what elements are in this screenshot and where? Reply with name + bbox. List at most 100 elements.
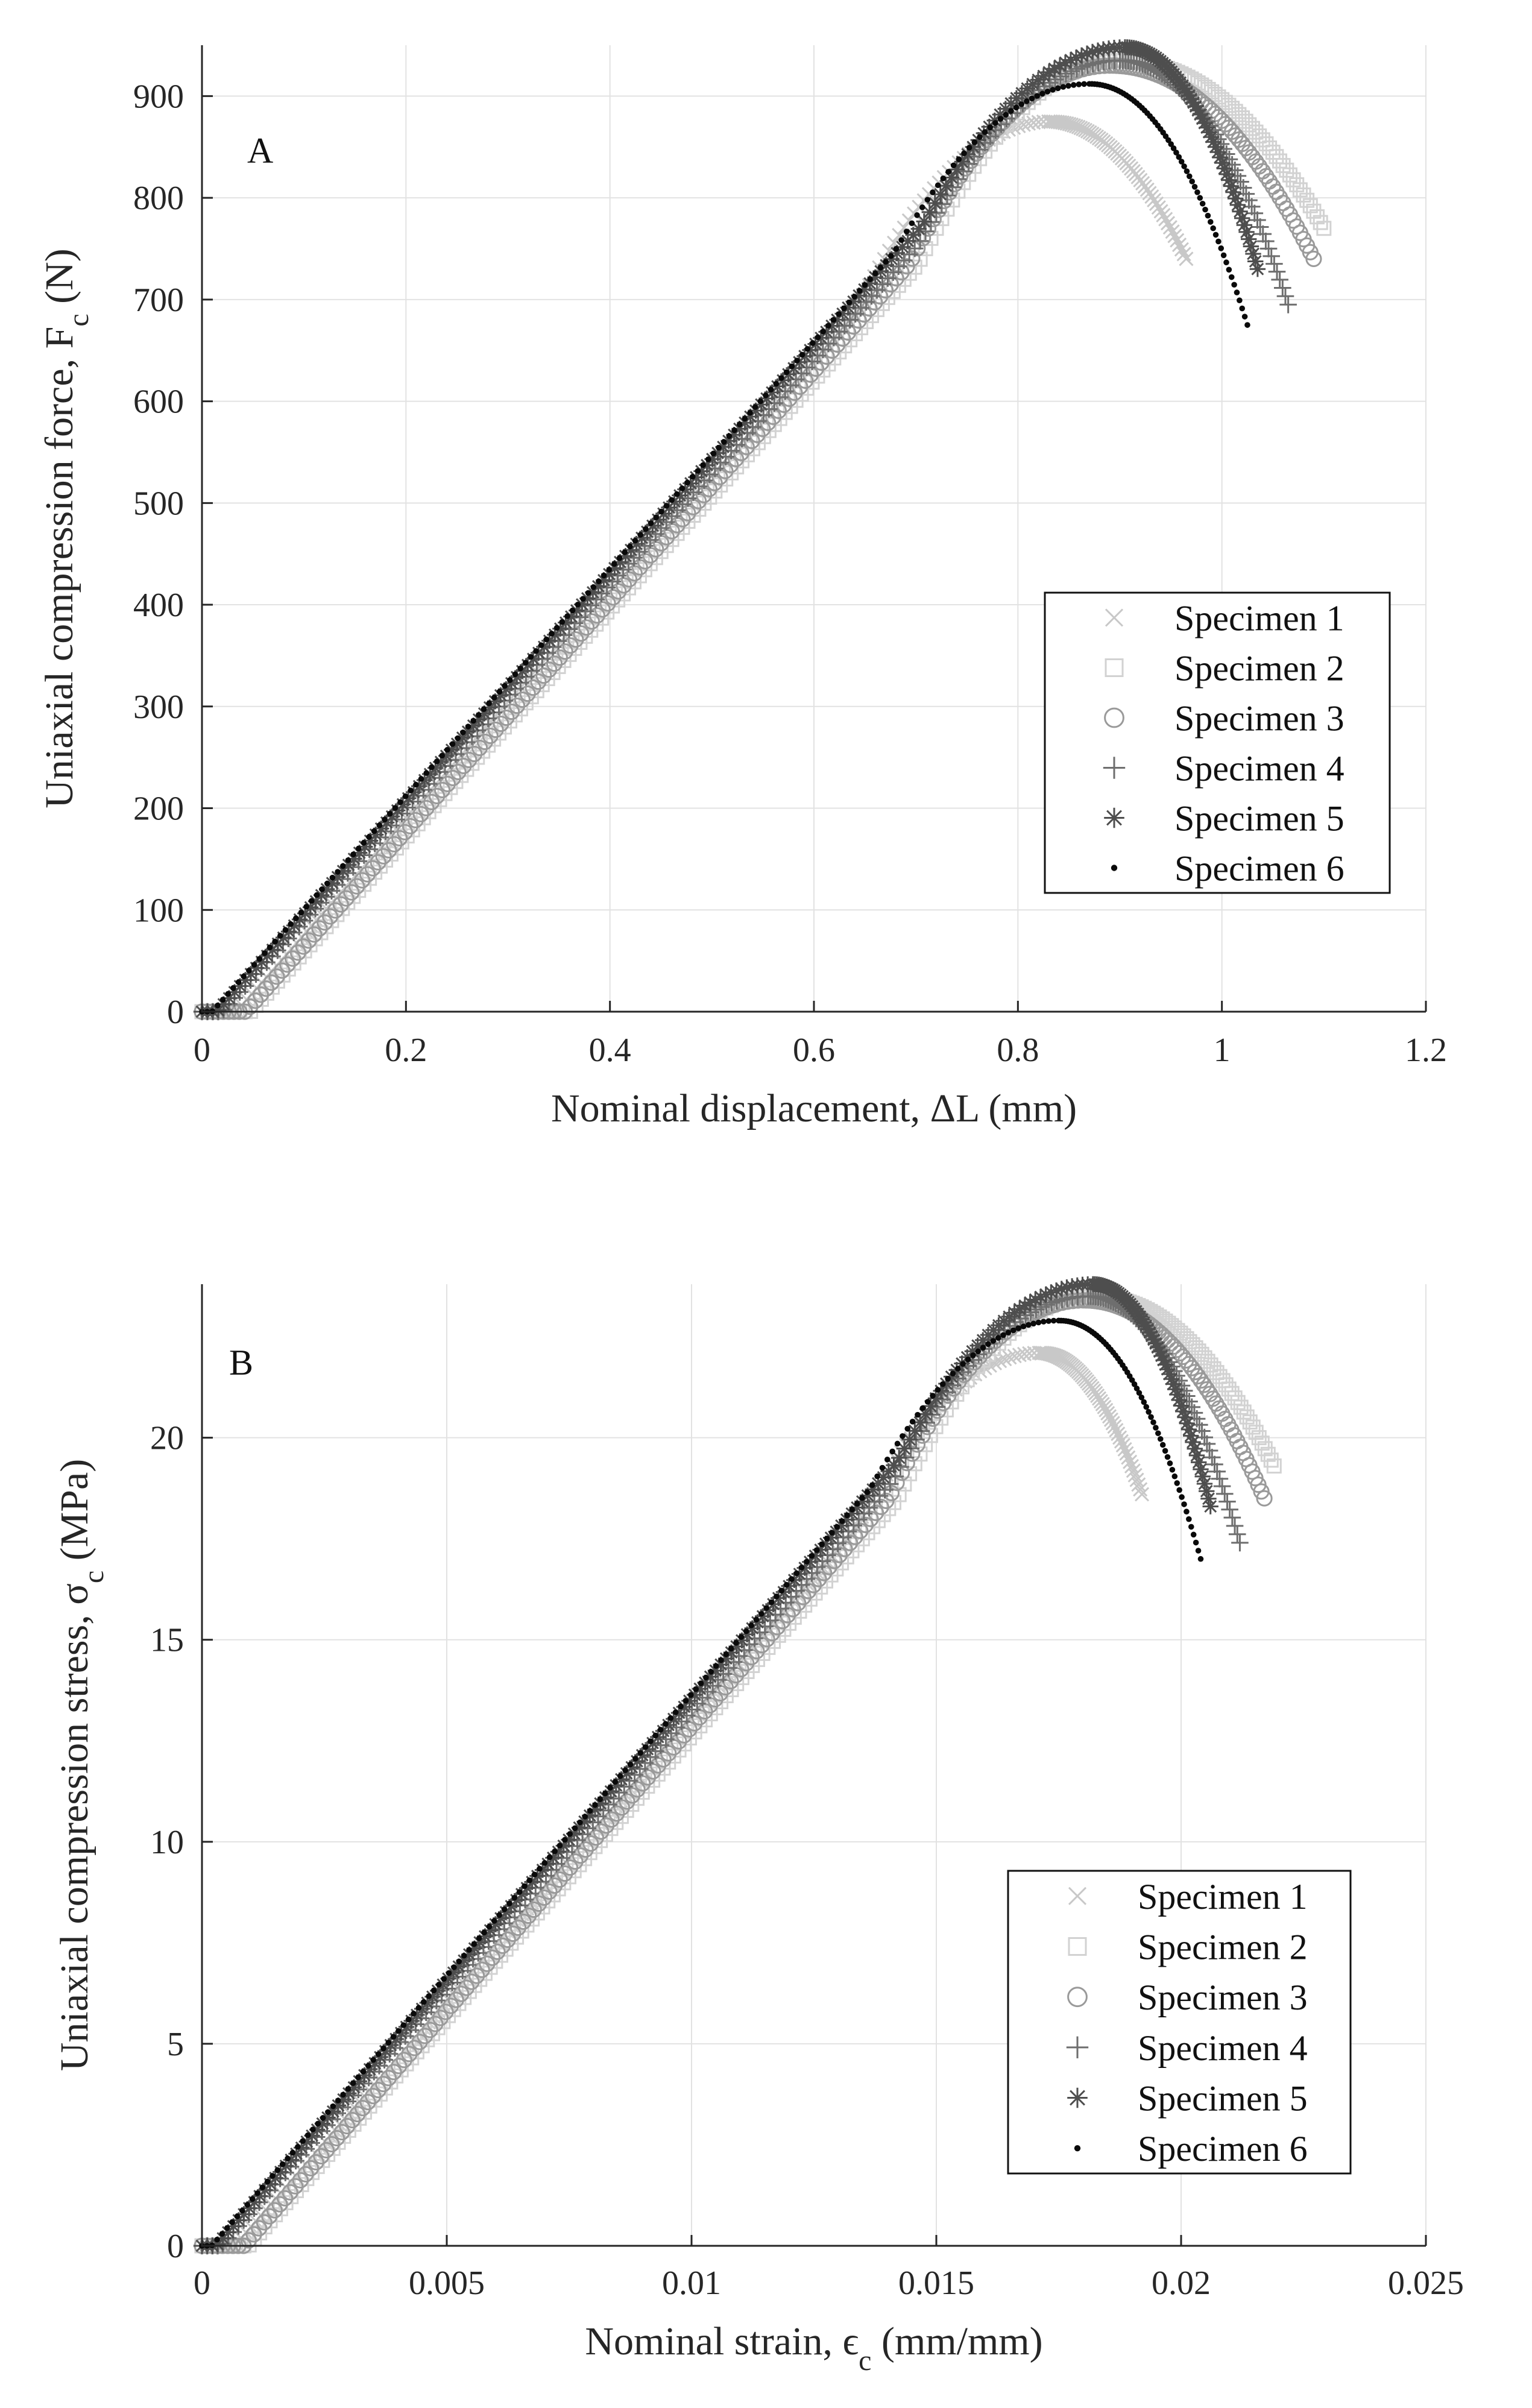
data-point [948,161,965,178]
data-point [1147,192,1162,207]
data-point [391,2058,408,2075]
data-point [658,508,664,515]
data-point [912,251,928,267]
data-point [733,1640,739,1646]
data-point [298,2134,315,2150]
data-point [398,2019,415,2035]
data-point [407,812,424,828]
data-point [1153,204,1168,219]
data-point [339,2117,356,2135]
data-point [632,537,638,544]
data-point [476,733,493,751]
data-point [561,1859,579,1876]
data-point [970,132,987,148]
data-point [429,764,435,771]
data-point [482,727,499,745]
data-point [1057,54,1074,71]
data-point [737,414,753,431]
data-point [1068,1886,1087,1905]
data-point [613,1771,629,1788]
data-point [522,1883,528,1890]
data-point [726,433,733,440]
data-point [1156,207,1171,222]
data-point [879,1464,886,1471]
data-point [666,493,682,509]
data-point [392,805,399,811]
data-point [1246,204,1264,222]
data-point [1153,1347,1170,1364]
data-point [272,938,279,945]
data-point [1119,1446,1134,1461]
data-point [629,1753,645,1770]
data-point [819,1541,825,1548]
data-point [509,669,525,686]
data-point [1247,253,1264,269]
data-point [556,643,573,660]
data-point [1173,150,1179,156]
data-point [298,909,304,916]
data-point [444,769,461,787]
data-point [1050,87,1056,93]
data-point [840,299,856,316]
data-point [1226,266,1232,273]
data-point [617,547,634,564]
data-point [1190,1531,1197,1538]
data-point [742,415,748,422]
data-point [438,748,455,764]
data-point [436,1981,442,1988]
data-point [622,549,628,555]
data-point [796,1560,813,1576]
data-point [460,723,476,740]
data-point [661,499,677,515]
data-point [950,162,957,169]
data-point [954,154,970,170]
data-point [461,1946,478,1962]
data-point [498,709,515,726]
data-point [375,2076,392,2093]
data-point [546,1877,563,1894]
data-point [1147,1335,1164,1352]
data-point [710,445,726,461]
data-point [1115,1438,1130,1453]
data-point [382,2037,399,2053]
data-point [461,751,478,769]
data-point [1032,1288,1049,1305]
data-point [943,169,959,186]
data-point [506,1900,512,1907]
data-point [477,1928,493,1944]
data-point [933,1410,949,1426]
data-point [306,926,323,943]
data-point [230,2212,247,2228]
data-point [517,665,523,672]
data-point [686,1686,703,1703]
data-point [1035,68,1052,84]
data-point [455,735,461,742]
data-point [237,972,254,988]
data-point [1162,220,1177,235]
data-point [829,312,845,328]
data-point [335,863,351,879]
data-point [612,553,628,570]
data-point [736,421,743,427]
data-point [757,398,764,405]
data-point [569,602,585,619]
data-point [618,1765,635,1782]
data-point [1074,2145,1081,2152]
series-specimen-6 [199,81,1250,1015]
data-point [716,444,722,451]
data-point [471,1941,478,1947]
data-point [293,915,299,921]
data-point [921,204,938,221]
data-point [774,1593,780,1600]
data-point [904,250,921,267]
data-point [894,1440,901,1447]
data-point [637,1750,644,1756]
legend: Specimen 1 Specimen 2 Specimen 3 Specimen 4… [1007,1870,1352,2175]
data-point [1155,1430,1161,1437]
data-point [1188,1524,1194,1530]
data-point [1181,163,1187,169]
data-point [1133,1385,1140,1392]
data-point [572,1825,578,1832]
data-point [907,259,922,275]
data-point [525,651,541,667]
